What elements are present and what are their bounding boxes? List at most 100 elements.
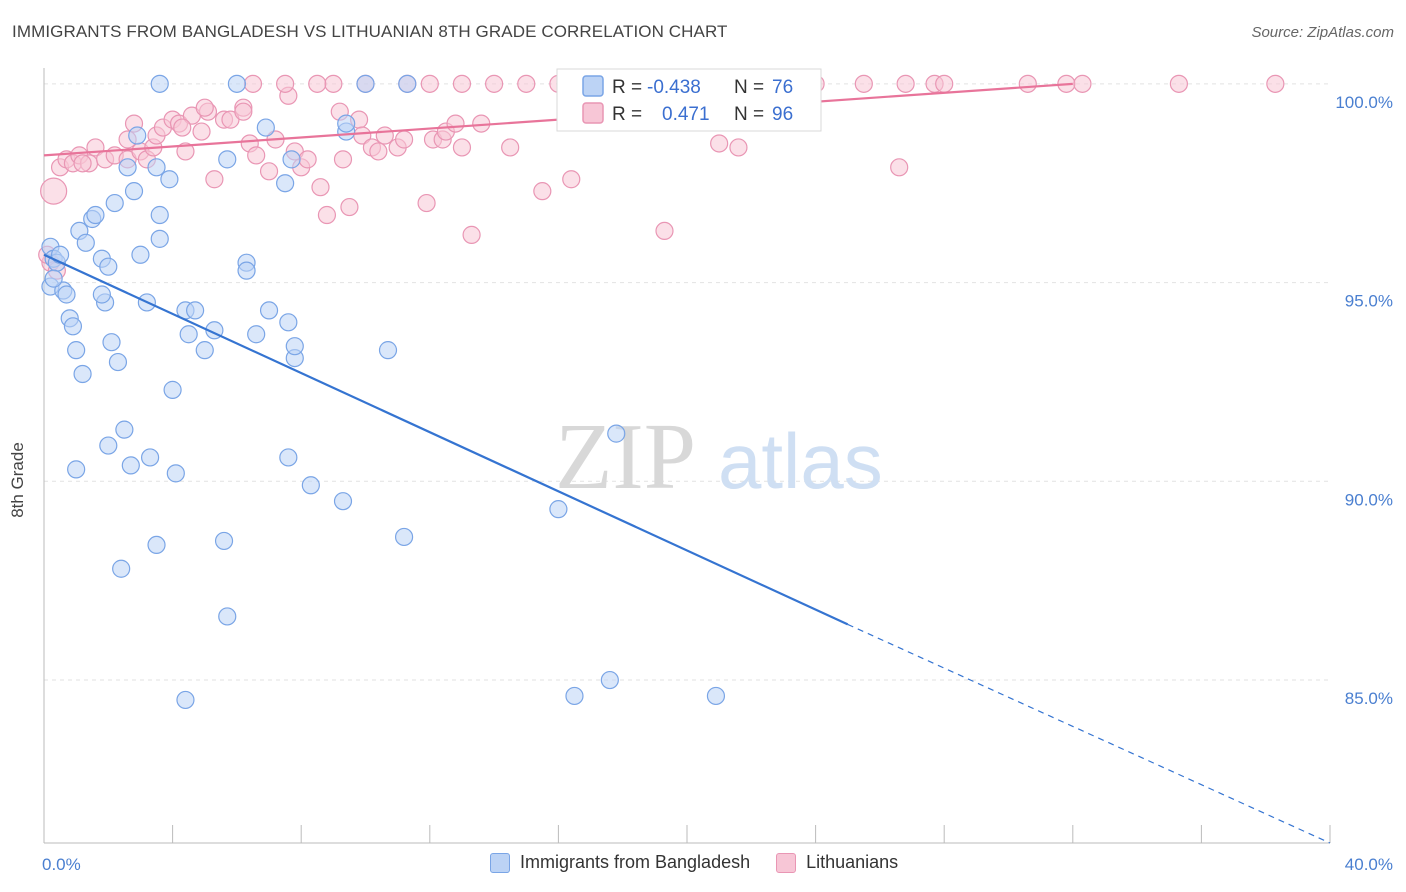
lithuanian-point-28 [247, 146, 266, 165]
bangladesh-point-71 [398, 74, 417, 93]
y-tick-label-0: 100.0% [1335, 93, 1393, 112]
lithuanian-point-61 [276, 74, 295, 93]
lithuanian-point-0 [40, 177, 68, 205]
lithuanian-point-67 [485, 74, 504, 93]
bottom-legend-item-lithuanians: Lithuanians [776, 852, 898, 873]
lithuanian-point-60 [243, 74, 263, 93]
lithuanian-point-95 [195, 98, 214, 117]
bangladesh-point-74 [99, 257, 118, 276]
watermark-zip: ZIP [555, 405, 696, 509]
bangladesh-point-51 [99, 436, 118, 455]
bangladesh-point-73 [92, 285, 111, 304]
lithuanian-point-51 [452, 138, 472, 157]
lithuanian-point-38 [333, 150, 353, 169]
bangladesh-point-8 [63, 317, 83, 336]
bangladesh-point-31 [237, 261, 256, 280]
bangladesh-point-3 [50, 245, 70, 264]
lithuanian-point-46 [394, 130, 414, 149]
legend-r-value-1: -0.438 [647, 77, 701, 98]
lithuanian-point-81 [1018, 74, 1037, 93]
lithuanian-point-39 [340, 197, 359, 217]
lithuanian-point-55 [562, 170, 581, 189]
lithuanian-point-94 [173, 118, 192, 137]
bangladesh-point-46 [73, 364, 92, 384]
lithuanian-point-26 [234, 102, 253, 121]
lithuanian-point-54 [533, 182, 552, 201]
bangladesh-points [41, 74, 726, 710]
bangladesh-point-45 [67, 341, 86, 360]
lithuanian-point-86 [308, 74, 327, 93]
watermark: ZIP atlas [555, 405, 883, 509]
bangladesh-point-58 [333, 492, 353, 511]
lithuanian-point-83 [1073, 74, 1092, 93]
gridlines [44, 83, 1330, 681]
bangladesh-point-57 [301, 476, 320, 495]
bangladesh-point-69 [600, 670, 619, 690]
legend-r-label-1: R = [612, 77, 642, 98]
lithuanian-point-57 [710, 134, 729, 153]
bangladesh-point-75 [44, 269, 63, 288]
bangladesh-point-10 [76, 233, 95, 252]
lithuanian-point-59 [890, 158, 909, 177]
bangladesh-point-54 [67, 460, 86, 479]
legend-n-value-1: 76 [772, 77, 793, 98]
y-tick-label-2: 90.0% [1345, 490, 1393, 509]
lithuanian-point-43 [369, 142, 388, 161]
bangladesh-point-20 [147, 158, 166, 177]
bottom-legend: Immigrants from Bangladesh Lithuanians [490, 852, 924, 873]
bangladesh-point-29 [218, 150, 237, 169]
lithuanian-point-87 [446, 114, 465, 133]
lithuanian-point-68 [517, 74, 536, 93]
lithuanian-point-29 [259, 162, 279, 181]
legend-swatch-blue [582, 75, 604, 97]
bottom-legend-label-bangladesh: Immigrants from Bangladesh [520, 852, 751, 872]
y-tick-label-1: 95.0% [1345, 292, 1393, 311]
bangladesh-point-43 [227, 74, 246, 93]
legend-swatch-pink [582, 102, 604, 124]
lithuanian-point-20 [192, 122, 211, 141]
bangladesh-point-65 [378, 341, 398, 360]
lithuanian-point-78 [896, 74, 915, 93]
bangladesh-point-44 [356, 74, 375, 93]
lithuanian-point-84 [1169, 74, 1188, 93]
bangladesh-point-62 [394, 527, 414, 547]
bangladesh-point-33 [256, 118, 275, 137]
lithuanian-point-92 [73, 154, 92, 173]
bangladesh-trend-line [43, 253, 849, 626]
bangladesh-point-50 [115, 420, 134, 439]
bangladesh-point-37 [279, 313, 298, 332]
bangladesh-point-25 [179, 325, 198, 344]
x-tick-label-1: 40.0% [1345, 855, 1393, 874]
bangladesh-point-32 [247, 325, 266, 344]
bangladesh-point-55 [166, 464, 185, 483]
bangladesh-point-21 [150, 229, 169, 248]
bangladesh-point-15 [118, 158, 137, 177]
legend-r-label-2: R = [612, 104, 642, 125]
bangladesh-point-49 [163, 380, 182, 399]
bangladesh-point-52 [140, 448, 160, 467]
bangladesh-point-59 [147, 535, 166, 555]
legend-n-label-1: N = [734, 77, 764, 98]
lithuanian-point-62 [324, 74, 343, 93]
lithuanian-point-56 [655, 221, 674, 241]
bottom-legend-swatch-pink [776, 852, 797, 873]
y-tick-label-3: 85.0% [1345, 689, 1393, 708]
bangladesh-point-47 [102, 333, 121, 352]
tick-labels: 100.0% 95.0% 90.0% 85.0% 0.0% 40.0% [42, 93, 1393, 874]
bangladesh-point-27 [195, 341, 214, 360]
lithuanian-point-80 [935, 74, 954, 93]
legend-box: R = -0.438 N = 76 R = 0.471 N = 96 [556, 68, 822, 132]
lithuanian-point-58 [729, 138, 748, 157]
bangladesh-point-39 [285, 337, 304, 356]
bangladesh-point-22 [150, 205, 169, 225]
bangladesh-point-17 [128, 126, 147, 145]
legend-n-value-2: 96 [772, 104, 793, 125]
bangladesh-point-48 [108, 352, 128, 372]
lithuanian-point-77 [854, 74, 873, 93]
lithuanian-point-52 [462, 225, 481, 244]
bangladesh-point-42 [150, 74, 169, 93]
lithuanian-point-22 [205, 170, 224, 189]
bangladesh-point-53 [121, 456, 140, 475]
lithuanian-point-65 [420, 74, 439, 93]
